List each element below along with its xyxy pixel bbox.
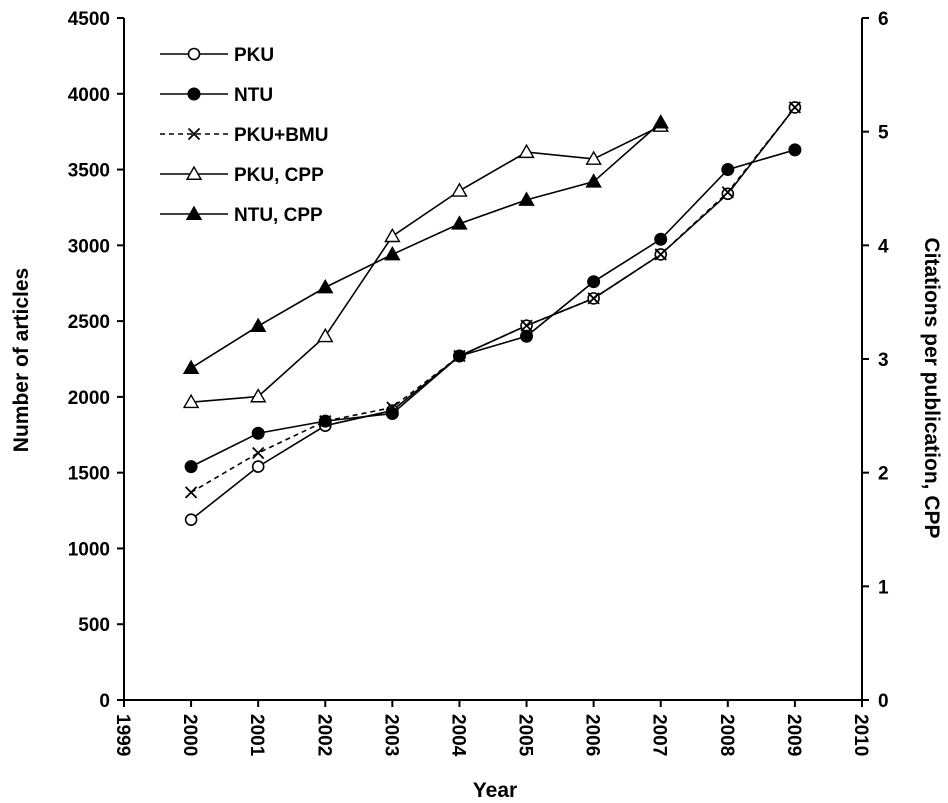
data-point: [518, 143, 535, 159]
x-tick-label: 2001: [246, 714, 267, 757]
y2-tick-label: 0: [878, 691, 889, 712]
data-point: [184, 486, 198, 499]
data-point: [520, 329, 534, 343]
data-point: [451, 182, 468, 197]
legend-label: PKU, CPP: [234, 165, 324, 186]
legend-label: NTU, CPP: [234, 205, 323, 226]
legend-item: PKU+BMU: [160, 125, 328, 146]
data-point: [788, 143, 802, 157]
y2-axis-title: Citations per publication, CPP: [920, 237, 943, 538]
data-point: [451, 215, 468, 230]
series-line: [190, 106, 796, 494]
data-point: [251, 426, 265, 440]
data-point: [317, 327, 334, 343]
data-point: [453, 349, 466, 363]
data-point: [585, 150, 602, 165]
data-point: [185, 165, 203, 180]
y2-tick-label: 6: [878, 9, 889, 30]
data-point: [587, 292, 600, 305]
x-tick-label: 2000: [179, 714, 200, 756]
axes: 0 500 1000 1500 2000 2500 3000 3500 4000 4500 0 1 2 3…: [68, 9, 889, 757]
series-ntu: [184, 143, 802, 474]
x-axis-title: Year: [473, 779, 517, 802]
y-tick-label: 500: [78, 615, 110, 636]
y2-tick-label: 4: [878, 236, 889, 257]
data-point: [185, 205, 203, 220]
data-point: [182, 359, 200, 375]
x-tick-label: 2003: [380, 714, 401, 756]
series-line: [191, 125, 662, 403]
data-point: [721, 186, 734, 199]
data-point: [585, 173, 602, 188]
y2-tick-label: 1: [878, 577, 889, 598]
x-tick-label: 2009: [783, 714, 804, 756]
data-point: [518, 191, 535, 206]
legend-item: NTU, CPP: [160, 205, 323, 226]
data-point: [187, 47, 201, 61]
data-point: [587, 275, 601, 289]
y2-tick-label: 3: [878, 350, 889, 371]
data-point: [249, 388, 267, 403]
y-tick-label: 4000: [68, 85, 110, 106]
data-point: [384, 246, 401, 261]
data-point: [184, 513, 198, 526]
data-point: [249, 317, 267, 332]
y-tick-label: 3500: [68, 161, 110, 182]
data-point: [520, 319, 533, 332]
series-layer: [182, 101, 802, 526]
x-tick-label: 2010: [850, 714, 871, 756]
data-point: [384, 227, 401, 243]
legend-label: PKU+BMU: [234, 125, 328, 146]
data-point: [184, 460, 198, 474]
x-tick-label: 2008: [716, 714, 737, 756]
x-tick-label: 2006: [582, 714, 603, 756]
x-tick-label: 2004: [447, 714, 468, 757]
legend-label: PKU: [234, 45, 274, 66]
legend: PKU NTU PKU+BMU PKU, CPP NTU, CPP: [160, 45, 328, 226]
data-point: [386, 401, 399, 414]
data-point: [652, 114, 669, 129]
y-tick-label: 2500: [68, 312, 110, 333]
data-point: [252, 446, 265, 460]
y2-tick-label: 2: [878, 464, 889, 485]
y-tick-label: 3000: [68, 236, 110, 257]
data-point: [317, 278, 334, 294]
data-point: [788, 101, 802, 114]
data-point: [251, 460, 265, 473]
x-tick-label: 1999: [112, 714, 133, 756]
x-tick-label: 2002: [313, 714, 334, 756]
data-point: [187, 127, 201, 141]
series-pku-bmu: [184, 101, 802, 499]
y-tick-label: 1500: [68, 464, 110, 485]
series-line: [190, 149, 796, 468]
series-ntu-cpp: [182, 114, 669, 375]
x-tick-label: 2005: [515, 714, 536, 757]
data-point: [385, 407, 399, 421]
data-point: [182, 393, 200, 409]
legend-label: NTU: [234, 85, 273, 106]
y-tick-label: 1000: [68, 539, 110, 560]
y-tick-label: 4500: [68, 9, 110, 30]
legend-item: NTU: [160, 85, 273, 106]
data-point: [721, 187, 735, 201]
legend-item: PKU, CPP: [160, 165, 324, 186]
y-tick-label: 2000: [68, 388, 110, 409]
series-line: [190, 121, 662, 369]
data-point: [187, 87, 201, 101]
data-point: [721, 163, 735, 177]
data-point: [654, 232, 668, 246]
legend-item: PKU: [160, 45, 274, 66]
y-axis-title: Number of articles: [10, 268, 33, 452]
series-pku-cpp: [182, 117, 669, 409]
y2-tick-label: 5: [878, 123, 889, 144]
data-point: [319, 415, 332, 428]
data-point: [654, 248, 667, 261]
y-tick-label: 0: [99, 691, 110, 712]
x-tick-label: 2007: [649, 714, 670, 756]
